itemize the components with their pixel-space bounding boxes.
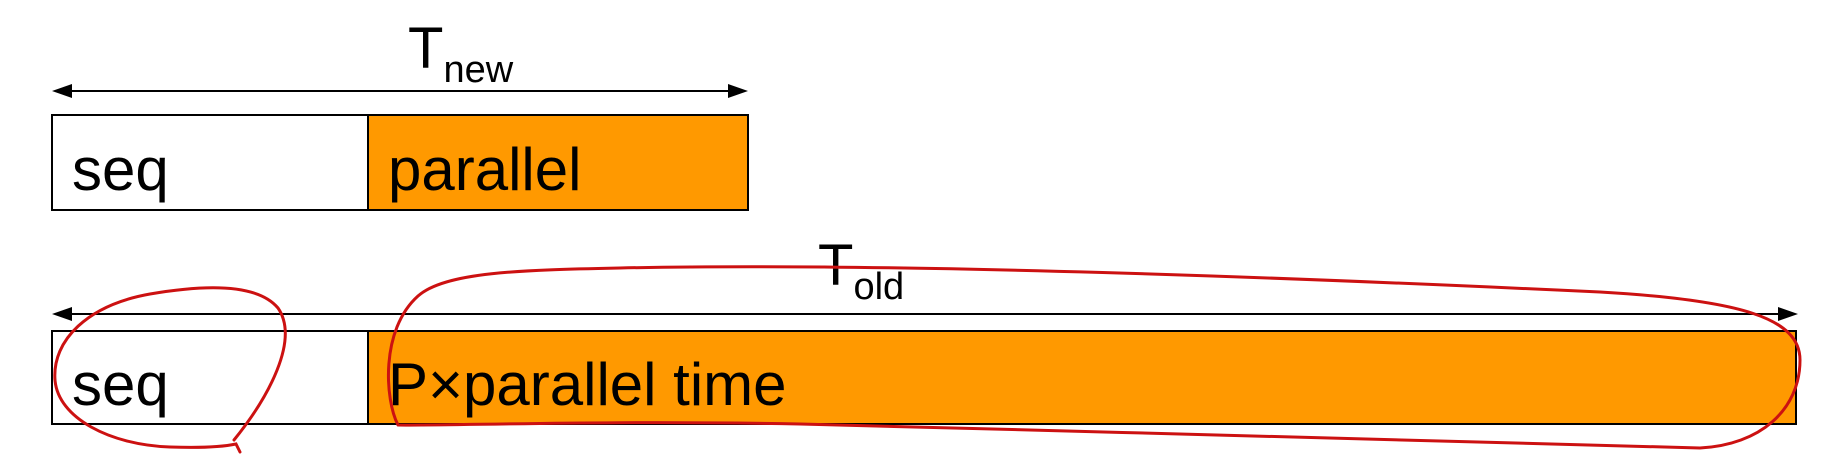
top-parallel-block bbox=[367, 114, 749, 211]
top-time-symbol: T bbox=[408, 16, 443, 81]
top-span-arrow bbox=[52, 84, 748, 98]
bottom-time-symbol: T bbox=[818, 233, 853, 298]
seq-circle-annotation bbox=[53, 286, 287, 454]
top-parallel-label: parallel bbox=[388, 136, 581, 203]
parallel-loop-annotation bbox=[387, 265, 1802, 450]
bottom-span-arrow bbox=[52, 307, 1798, 321]
bottom-time-subscript: old bbox=[853, 266, 904, 308]
top-time-label: Tnew bbox=[408, 16, 514, 91]
svg-text:Told: Told bbox=[818, 233, 904, 308]
svg-text:Tnew: Tnew bbox=[408, 16, 514, 91]
bottom-seq-label: seq bbox=[72, 351, 169, 418]
bottom-parallel-label: P×parallel time bbox=[388, 351, 787, 418]
bottom-seq-block bbox=[51, 330, 369, 425]
bottom-time-label: Told bbox=[818, 233, 904, 308]
top-seq-label: seq bbox=[72, 136, 169, 203]
top-time-subscript: new bbox=[443, 49, 513, 91]
bottom-parallel-block bbox=[367, 330, 1797, 425]
